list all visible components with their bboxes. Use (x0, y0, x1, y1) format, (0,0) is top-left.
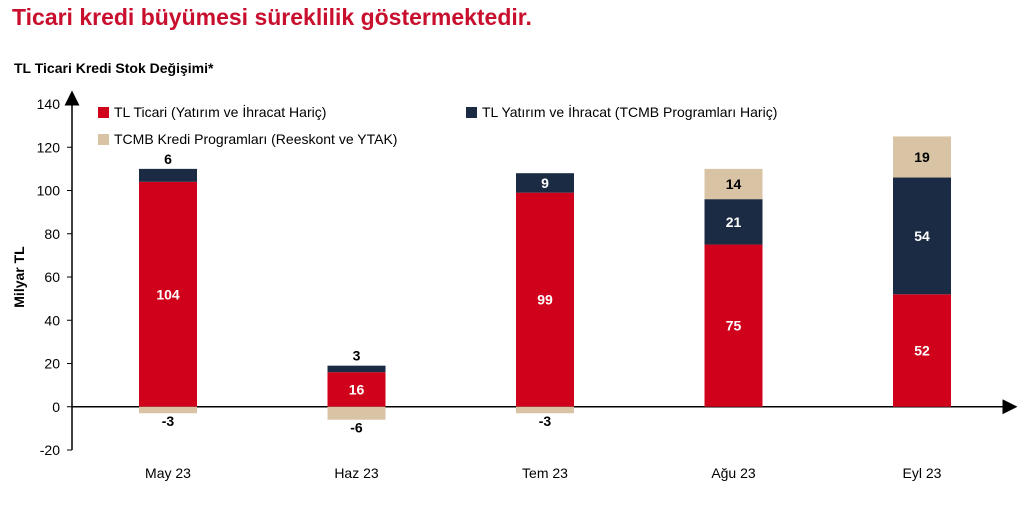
bar-segment (516, 406, 574, 414)
data-label: 19 (914, 149, 930, 165)
bar-segment (704, 244, 763, 407)
y-tick-label: 40 (44, 312, 60, 328)
data-label: -6 (350, 420, 363, 436)
bar-segment (704, 199, 763, 245)
data-label: 104 (156, 286, 180, 302)
legend-swatch (466, 107, 477, 118)
bar-segment (704, 168, 763, 200)
x-tick-label: Ağu 23 (711, 465, 756, 481)
bar-segment (516, 192, 574, 407)
bar-segment (893, 177, 951, 295)
bar-segment (327, 406, 386, 420)
data-label: 52 (914, 343, 930, 359)
data-label: 21 (726, 214, 742, 230)
y-tick-label: 120 (37, 139, 61, 155)
y-tick-label: 80 (44, 226, 60, 242)
y-tick-label: 20 (44, 356, 60, 372)
bar-segment (327, 365, 386, 373)
data-label: -3 (539, 413, 552, 429)
legend-label: TCMB Kredi Programları (Reeskont ve YTAK… (114, 131, 397, 147)
legend-label: TL Yatırım ve İhracat (TCMB Programları … (482, 103, 777, 120)
data-label: 75 (726, 318, 742, 334)
data-label: 9 (541, 175, 549, 191)
x-tick-label: May 23 (145, 465, 191, 481)
bar-segment (139, 181, 197, 407)
x-tick-label: Eyl 23 (903, 465, 942, 481)
data-label: 14 (726, 176, 742, 192)
y-tick-label: 60 (44, 269, 60, 285)
x-tick-label: Tem 23 (522, 465, 568, 481)
y-tick-label: 140 (37, 96, 61, 112)
x-tick-label: Haz 23 (334, 465, 379, 481)
bar-segment (139, 406, 197, 414)
legend-label: TL Ticari (Yatırım ve İhracat Hariç) (114, 103, 326, 120)
y-tick-label: 100 (37, 183, 61, 199)
legend-swatch (98, 107, 109, 118)
y-tick-label: 0 (52, 399, 60, 415)
data-label: 6 (164, 151, 172, 167)
data-label: -3 (162, 413, 175, 429)
page-headline: Ticari kredi büyümesi süreklilik gösterm… (12, 4, 532, 30)
legend-swatch (98, 134, 109, 145)
bar-segment (327, 372, 386, 407)
chart-title: TL Ticari Kredi Stok Değişimi* (14, 60, 214, 76)
data-label: 16 (349, 381, 365, 397)
y-tick-label: -20 (40, 442, 60, 458)
bar-segment (893, 294, 951, 407)
data-label: 54 (914, 228, 930, 244)
data-label: 3 (353, 348, 361, 364)
bar-segment (893, 136, 951, 178)
data-label: 99 (537, 292, 553, 308)
bar-segment (139, 168, 197, 182)
y-axis-label: Milyar TL (11, 246, 27, 308)
bar-segment (516, 173, 574, 193)
